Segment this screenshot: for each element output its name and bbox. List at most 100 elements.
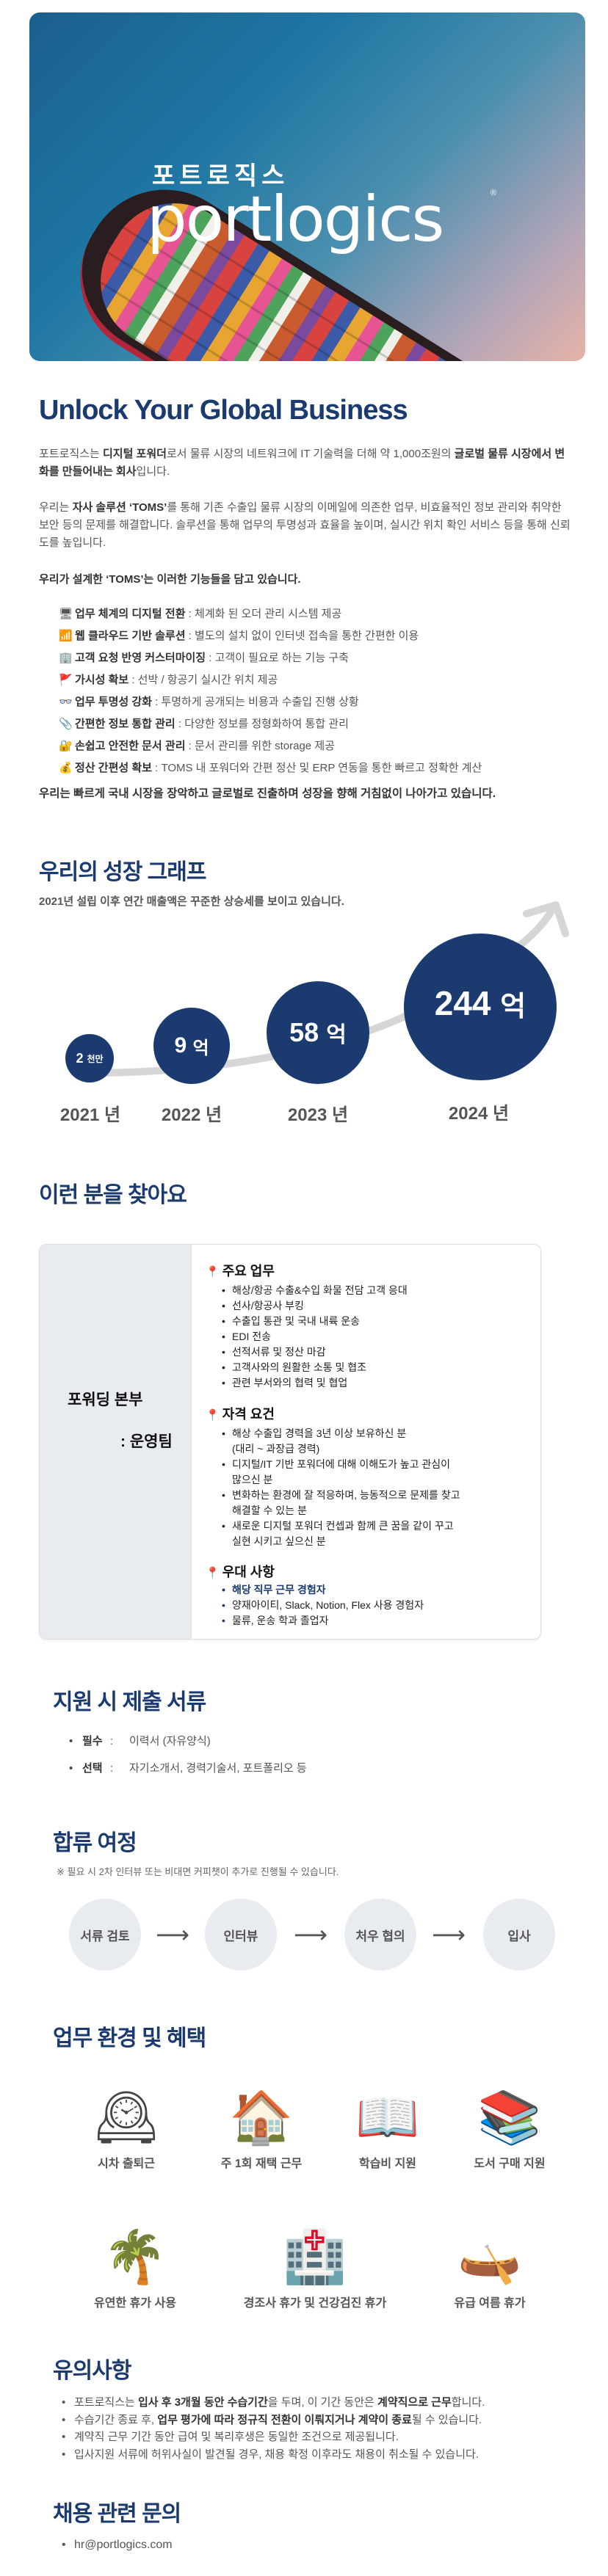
- job-description-card: 포워딩 본부 : 운영팀 📍주요 업무 해상/항공 수출&수입 화물 전담 고객…: [39, 1244, 541, 1640]
- job-title: 이런 분을 찾아요: [39, 1183, 187, 1207]
- documents-title: 지원 시 제출 서류: [53, 1690, 206, 1714]
- pushpin-icon: 📍: [206, 1266, 220, 1278]
- list-item: 물류, 운송 학과 졸업자: [222, 1613, 501, 1629]
- process-note: ※ 필요 시 2차 인터뷰 또는 비대면 커피챗이 추가로 진행될 수 있습니다…: [57, 1866, 339, 1877]
- list-item: hr@portlogics.com: [62, 2536, 590, 2554]
- revenue-bubble-2022: 9 억: [153, 1008, 230, 1084]
- glasses-icon: 👓: [59, 696, 73, 708]
- list-item: 새로운 디지털 포워더 컨셉과 함께 큰 꿈을 같이 꾸고 실현 시키고 싶으신…: [222, 1518, 501, 1549]
- list-item: 변화하는 환경에 잘 적응하며, 능동적으로 문제를 찾고 해결할 수 있는 분: [222, 1488, 501, 1518]
- benefit-flexible-leave: 🌴 유연한 휴가 사용: [62, 2224, 209, 2310]
- list-item: 선적서류 및 정산 마감: [222, 1345, 501, 1360]
- step-join: 입사: [483, 1899, 555, 1971]
- mantelpiece-clock-icon: 🕰: [93, 2089, 159, 2146]
- hero-banner-image: 포트로직스 portlogics ®: [29, 12, 585, 361]
- books-icon: 📚: [477, 2089, 542, 2146]
- office-building-icon: 🏢: [59, 652, 73, 664]
- benefit-health-leave: 🏥 경조사 휴가 및 건강검진 휴가: [242, 2224, 388, 2310]
- benefit-summer-vacation: 🛶 유급 여름 휴가: [416, 2224, 563, 2310]
- palm-tree-icon: 🌴: [103, 2228, 167, 2285]
- department-name: 포워딩 본부: [68, 1391, 143, 1408]
- list-item: 양재아이티, Slack, Notion, Flex 사용 경험자: [222, 1598, 501, 1613]
- year-label: 2021 년: [59, 1105, 121, 1125]
- revenue-bubble-2021: 2 천만: [65, 1034, 114, 1083]
- list-item: 디지털/IT 기반 포워더에 대해 이해도가 높고 관심이 많으신 분: [222, 1457, 501, 1488]
- benefit-education: 📖 학습비 지원: [314, 2084, 461, 2171]
- desktop-computer-icon: 🖥: [59, 608, 73, 620]
- intro-paragraph-1: 포트로직스는 디지털 포워더로서 물류 시장의 네트워크에 IT 기술력을 더해…: [39, 448, 565, 478]
- email-link[interactable]: hr@portlogics.com: [74, 2539, 173, 2551]
- preferred-heading: 📍 우대 사항: [206, 1565, 275, 1579]
- revenue-bubble-2023: 58 억: [267, 981, 369, 1084]
- year-label: 2024 년: [448, 1104, 510, 1124]
- feature-item: 🏢 고객 요청 반영 커스터마이징 : 고객이 필요로 하는 기능 구축: [59, 647, 482, 669]
- year-label: 2023 년: [287, 1105, 349, 1125]
- features-lead: 우리가 설계한 ‘TOMS’는 이러한 기능들을 담고 있습니다.: [39, 573, 301, 586]
- feature-list: 🖥 업무 체계의 디지털 전환 : 체계화 된 오더 관리 시스템 제공 📶 웹 클…: [59, 603, 482, 779]
- canoe-icon: 🛶: [457, 2228, 522, 2285]
- step-offer-negotiation: 처우 협의: [344, 1899, 416, 1971]
- requirements-heading: 📍 자격 요건: [206, 1407, 275, 1422]
- preferred-list: 해당 직무 근무 경험자 양재아이티, Slack, Notion, Flex …: [222, 1582, 501, 1629]
- step-interview: 인터뷰: [205, 1899, 277, 1971]
- list-item: 수출입 통관 및 국내 내륙 운송: [222, 1314, 501, 1329]
- feature-item: 📶 웹 클라우드 기반 솔루션 : 별도의 설치 없이 인터넷 접속을 통한 간편…: [59, 625, 482, 647]
- list-item: 관련 부서와의 협력 및 협업: [222, 1375, 501, 1391]
- feature-item: 📎 간편한 정보 통합 관리 : 다양한 정보를 정형화하여 통합 관리: [59, 713, 482, 735]
- feature-item: 💰 정산 간편성 확보 : TOMS 내 포워더와 간편 정산 및 ERP 연동을…: [59, 757, 482, 779]
- red-flag-icon: 🚩: [59, 674, 73, 686]
- list-item: 계약직 근무 기간 동안 급여 및 복리후생은 동일한 조건으로 제공됩니다.: [62, 2428, 590, 2446]
- list-item: 입사지원 서류에 허위사실이 발견될 경우, 채용 확정 이후라도 채용이 취소…: [62, 2446, 590, 2464]
- page-title: Unlock Your Global Business: [39, 395, 408, 426]
- revenue-bubble-2024: 244 억: [404, 934, 557, 1080]
- team-name: : 운영팀: [120, 1433, 173, 1450]
- feature-item: 🚩 가시성 확보 : 선박 / 항공기 실시간 위치 제공: [59, 669, 482, 691]
- feature-item: 🔐 손쉽고 안전한 문서 관리 : 문서 관리를 위한 storage 제공: [59, 735, 482, 757]
- list-item: 수습기간 종료 후, 업무 평가에 따라 정규직 전환이 이뤄지거나 계약이 종…: [62, 2412, 590, 2429]
- logo-korean: 포트로직스: [152, 162, 289, 190]
- list-item: 포트로직스는 입사 후 3개월 동안 수습기간을 두며, 이 기간 동안은 계약…: [62, 2394, 590, 2412]
- notes-list: 포트로직스는 입사 후 3개월 동안 수습기간을 두며, 이 기간 동안은 계약…: [62, 2394, 590, 2463]
- growth-subtitle: 2021년 설립 이후 연간 매출액은 꾸준한 상승세를 보이고 있습니다.: [39, 895, 344, 908]
- feature-item: 🖥 업무 체계의 디지털 전환 : 체계화 된 오더 관리 시스템 제공: [59, 603, 482, 625]
- wireless-icon: 📶: [59, 630, 73, 642]
- logo-portlogics: portlogics: [147, 183, 444, 256]
- benefit-remote-work: 🏠 주 1회 재택 근무: [188, 2084, 335, 2171]
- list-item: 해당 직무 근무 경험자: [222, 1582, 501, 1598]
- paperclip-icon: 📎: [59, 718, 73, 730]
- contact-title: 채용 관련 문의: [53, 2502, 181, 2526]
- department-panel: 포워딩 본부 : 운영팀: [40, 1245, 192, 1639]
- lock-with-key-icon: 🔐: [59, 740, 73, 752]
- intro-paragraph-2: 우리는 자사 솔루션 ‘TOMS’를 통해 기존 수출입 물류 시장의 이메일에…: [39, 501, 571, 549]
- benefits-title: 업무 환경 및 혜택: [53, 2026, 206, 2051]
- closing-statement: 우리는 빠르게 국내 시장을 장악하고 글로벌로 진출하며 성장을 향해 거침없…: [39, 787, 496, 800]
- process-title: 합류 여정: [53, 1831, 137, 1855]
- list-item: 필수:이력서 (자유양식): [66, 1734, 307, 1761]
- benefit-flexible-hours: 🕰 시차 출퇴근: [53, 2084, 200, 2171]
- arrow-right-icon: ⟶: [294, 1921, 327, 1948]
- open-book-icon: 📖: [355, 2089, 420, 2146]
- pushpin-icon: 📍: [206, 1409, 220, 1422]
- duties-list: 해상/항공 수출&수입 화물 전담 고객 응대 선사/항공사 부킹 수출입 통관…: [222, 1283, 501, 1391]
- benefit-books: 📚 도서 구매 지원: [436, 2084, 583, 2171]
- feature-item: 👓 업무 투명성 강화 : 투명하게 공개되는 비용과 수출입 진행 상황: [59, 691, 482, 713]
- contact-list: hr@portlogics.com: [62, 2536, 590, 2554]
- hospital-icon: 🏥: [283, 2228, 347, 2285]
- list-item: 고객사와의 원활한 소통 및 협조: [222, 1360, 501, 1375]
- registered-mark: ®: [491, 189, 497, 197]
- documents-list: 필수:이력서 (자유양식) 선택:자기소개서, 경력기술서, 포트폴리오 등: [66, 1734, 307, 1789]
- step-document-review: 서류 검토: [69, 1899, 141, 1971]
- money-bag-icon: 💰: [59, 762, 73, 774]
- duties-heading: 📍 주요 업무: [206, 1264, 275, 1278]
- notes-title: 유의사항: [53, 2359, 131, 2383]
- list-item: 해상/항공 수출&수입 화물 전담 고객 응대: [222, 1283, 501, 1298]
- list-item: 선사/항공사 부킹: [222, 1298, 501, 1314]
- list-item: 해상 수출입 경력을 3년 이상 보유하신 분 (대리 ~ 과장급 경력): [222, 1426, 501, 1457]
- year-label: 2022 년: [161, 1105, 222, 1125]
- arrow-right-icon: ⟶: [156, 1921, 189, 1948]
- list-item: EDI 전송: [222, 1329, 501, 1345]
- house-icon: 🏠: [229, 2089, 294, 2146]
- requirements-list: 해상 수출입 경력을 3년 이상 보유하신 분 (대리 ~ 과장급 경력) 디지…: [222, 1426, 501, 1549]
- list-item: 선택:자기소개서, 경력기술서, 포트폴리오 등: [66, 1761, 307, 1789]
- growth-title: 우리의 성장 그래프: [39, 860, 206, 884]
